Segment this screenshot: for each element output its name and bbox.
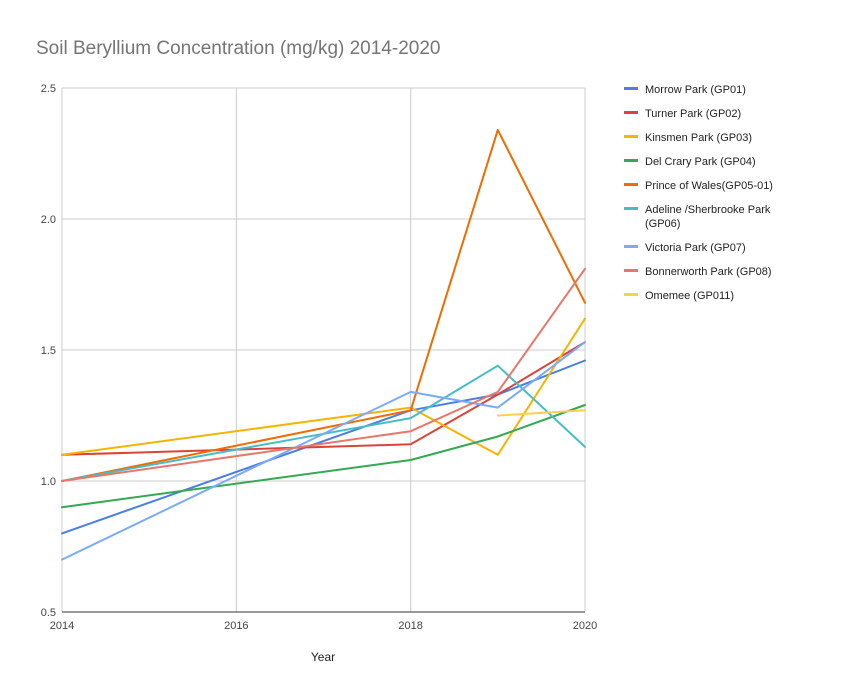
legend-item: Kinsmen Park (GP03) — [624, 132, 752, 144]
y-tick-label: 1.0 — [41, 476, 56, 488]
series-line — [496, 409, 586, 417]
series-line — [61, 404, 586, 509]
legend-label: Victoria Park (GP07) — [645, 242, 746, 254]
y-tick-label: 1.5 — [41, 345, 56, 357]
legend-label: Prince of Wales(GP05-01) — [645, 180, 773, 192]
legend-label: Omemee (GP011) — [645, 290, 734, 302]
x-tick-label: 2016 — [224, 620, 248, 632]
legend: Morrow Park (GP01) Turner Park (GP02) Kins… — [624, 84, 773, 302]
legend-item: Morrow Park (GP01) — [624, 84, 746, 96]
x-axis-title: Year — [311, 650, 335, 664]
legend-item: Victoria Park (GP07) — [624, 242, 746, 254]
legend-item: Adeline /Sherbrooke Park (GP06) — [624, 204, 771, 230]
series-line — [61, 359, 586, 535]
legend-label: Bonnerworth Park (GP08) — [645, 266, 772, 278]
series-line — [61, 128, 586, 482]
series-line — [61, 341, 586, 561]
axes: 0.5 1.0 1.5 2.0 2.5 2014 2016 2018 2020 — [41, 83, 598, 632]
chart-title: Soil Beryllium Concentration (mg/kg) 201… — [36, 38, 440, 59]
series-line — [61, 317, 586, 456]
legend-item: Bonnerworth Park (GP08) — [624, 266, 772, 278]
legend-item: Del Crary Park (GP04) — [624, 156, 756, 168]
series-lines — [61, 128, 586, 561]
y-tick-label: 2.0 — [41, 214, 56, 226]
x-tick-label: 2018 — [398, 620, 422, 632]
legend-label: Del Crary Park (GP04) — [645, 156, 756, 168]
legend-label: Kinsmen Park (GP03) — [645, 132, 752, 144]
y-tick-label: 2.5 — [41, 83, 56, 95]
legend-item: Omemee (GP011) — [624, 290, 734, 302]
legend-item: Turner Park (GP02) — [624, 108, 741, 120]
y-tick-label: 0.5 — [41, 607, 56, 619]
x-tick-label: 2020 — [573, 620, 597, 632]
series-line — [61, 341, 586, 456]
legend-label: Morrow Park (GP01) — [645, 84, 746, 96]
legend-label: Turner Park (GP02) — [645, 108, 741, 120]
legend-item: Prince of Wales(GP05-01) — [624, 180, 773, 192]
x-tick-label: 2014 — [50, 620, 74, 632]
series-line — [61, 267, 586, 482]
series-line — [61, 364, 586, 482]
legend-label: Adeline /Sherbrooke Park (GP06) — [645, 204, 771, 230]
gridlines — [61, 87, 586, 613]
